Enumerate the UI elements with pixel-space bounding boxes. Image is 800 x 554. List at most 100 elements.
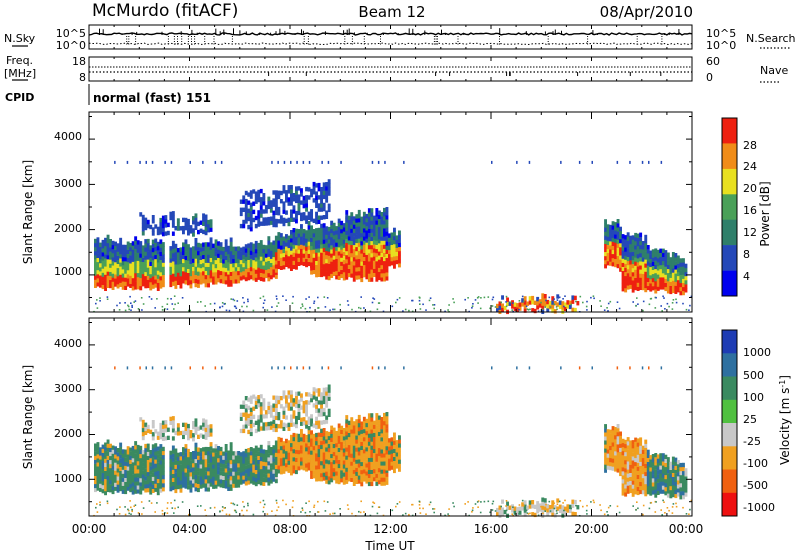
power-cell: [393, 260, 396, 265]
power-cell: [295, 236, 298, 242]
power-cell: [244, 215, 248, 220]
velocity-cell: [224, 464, 228, 469]
power-cell: [639, 281, 643, 286]
velocity-cell: [297, 441, 301, 447]
power-cell: [187, 231, 190, 236]
velocity-cell: [262, 469, 266, 474]
power-cell: [383, 224, 386, 229]
power-cell: [367, 253, 371, 258]
power-cell: [154, 246, 158, 252]
power-cell: [377, 214, 381, 219]
velocity-cell: [124, 485, 128, 491]
power-cell: [448, 304, 450, 306]
power-cell: [312, 269, 316, 275]
velocity-cell: [631, 468, 635, 473]
power-cell: [500, 301, 502, 304]
power-cell: [684, 271, 688, 277]
power-cell: [269, 266, 273, 272]
power-cell: [269, 254, 273, 259]
power-cell: [199, 259, 203, 265]
power-cell: [312, 253, 316, 258]
velocity-cell: [624, 480, 628, 485]
velocity-cell: [224, 484, 228, 489]
power-cell: [209, 278, 213, 283]
power-cell: [526, 308, 529, 310]
power-cell: [119, 250, 123, 255]
velocity-cell: [310, 430, 313, 435]
power-cell: [192, 250, 195, 255]
velocity-cell: [380, 441, 384, 446]
freq-label-line1: Freq.: [6, 54, 33, 67]
velocity-cell: [307, 450, 311, 455]
power-cell: [631, 247, 635, 252]
power-cell: [232, 298, 234, 301]
velocity-cell: [355, 471, 359, 476]
power-cell: [254, 273, 258, 278]
velocity-cell: [176, 484, 180, 490]
power-cell: [300, 260, 303, 266]
velocity-cell: [187, 481, 190, 486]
noise-traces: [88, 28, 693, 46]
velocity-cell: [161, 450, 165, 456]
velocity-cell: [169, 462, 173, 468]
velocity-cell: [656, 474, 660, 479]
velocity-cell: [295, 395, 298, 400]
velocity-cell: [161, 479, 165, 484]
velocity-cell: [196, 505, 199, 507]
velocity-cell: [124, 453, 128, 458]
velocity-cell: [274, 468, 278, 473]
velocity-cell: [553, 507, 556, 510]
velocity-cell: [367, 469, 371, 474]
power-cell: [161, 223, 165, 229]
power-cell: [129, 242, 133, 248]
power-cell: [267, 268, 271, 274]
velocity-cell: [350, 473, 354, 478]
power-cell: [307, 241, 311, 246]
velocity-cell: [355, 455, 359, 460]
power-cell: [217, 273, 220, 279]
power-cell: [99, 297, 101, 299]
velocity-cell: [96, 446, 100, 451]
velocity-cell: [212, 468, 215, 473]
power-cell: [371, 301, 374, 304]
velocity-cell: [538, 507, 542, 512]
power-cell: [184, 276, 188, 281]
power-cell: [317, 244, 321, 249]
power-cell: [290, 230, 293, 235]
power-cell: [325, 242, 329, 247]
power-cell: [556, 299, 559, 301]
power-cell: [254, 191, 258, 196]
power-cell: [372, 260, 376, 265]
velocity-cell: [146, 467, 150, 473]
power-cell: [639, 265, 643, 270]
velocity-cell: [269, 447, 273, 452]
power-cell: [644, 271, 648, 276]
power-cell: [131, 261, 135, 266]
velocity-cell: [312, 387, 316, 392]
power-cell: [342, 276, 346, 281]
power-cell: [307, 253, 311, 258]
velocity-cell: [604, 448, 607, 453]
power-cell: [609, 253, 612, 258]
power-cell: [154, 258, 158, 264]
velocity-cell: [219, 467, 223, 472]
power-cell: [432, 304, 434, 306]
power-cell: [305, 219, 308, 224]
velocity-cell: [264, 478, 268, 483]
power-cell: [283, 160, 286, 164]
power-cell: [109, 275, 112, 281]
velocity-cell: [634, 465, 638, 471]
velocity-cell: [393, 444, 396, 449]
velocity-cell: [616, 444, 620, 449]
velocity-cell: [624, 460, 628, 465]
power-cell: [644, 255, 648, 260]
power-cell: [305, 199, 308, 204]
power-cell: [342, 251, 346, 256]
power-cell: [124, 309, 127, 312]
velocity-cell: [614, 467, 617, 472]
velocity-cell: [207, 447, 210, 452]
velocity-cell: [202, 479, 205, 484]
velocity-cell: [636, 466, 640, 471]
velocity-cell: [227, 462, 231, 467]
power-cell: [315, 240, 318, 245]
